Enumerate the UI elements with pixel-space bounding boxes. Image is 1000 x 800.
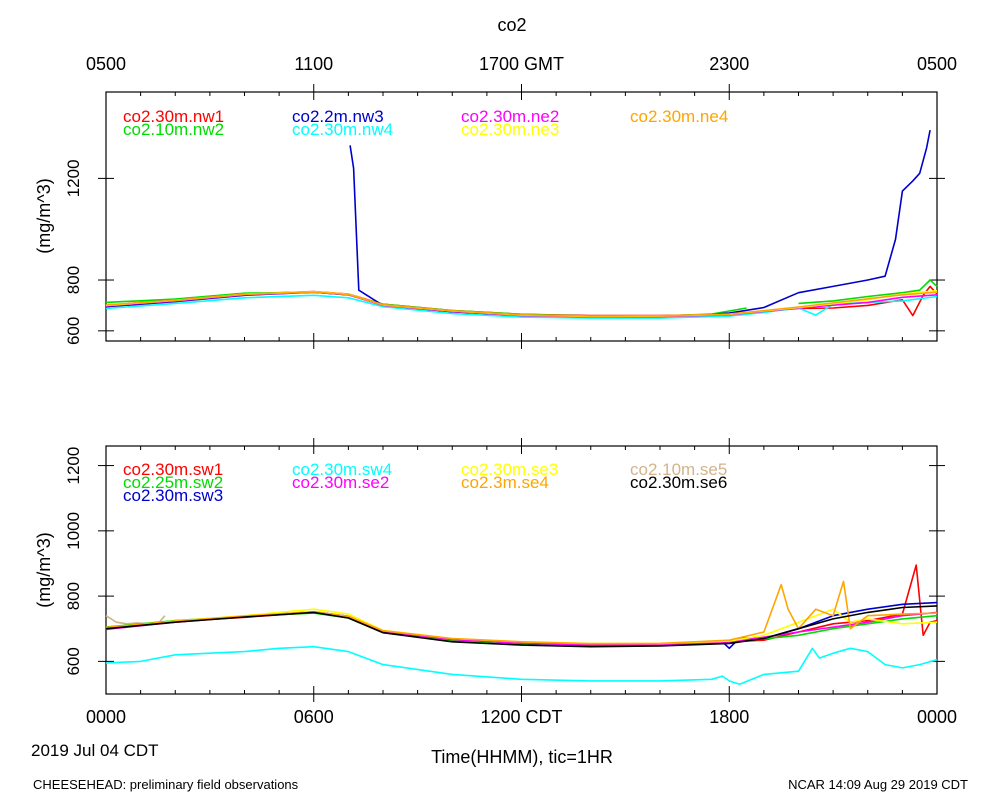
legend-entry-co2-30m-sw1: co2.30m.sw1	[123, 460, 223, 479]
top-y-tick-label: 600	[64, 317, 83, 345]
legend-entry-co2-30m-se2: co2.30m.se2	[292, 473, 389, 492]
legend-entry-co2-2m-nw3: co2.2m.nw3	[292, 107, 384, 126]
series-line-co2-30m-se6	[105, 605, 938, 648]
series-line-co2-10m-nw2	[105, 279, 938, 317]
bottom-panel-ticks: 600 800 1000 1200 0000 0600 1200 CDT 1800 0000	[64, 438, 957, 727]
legend-entry-co2-25m-sw2: co2.25m.sw2	[123, 473, 223, 492]
date-label: 2019 Jul 04 CDT	[31, 741, 159, 760]
top-panel-ticks: 600 800 1200 0500 1100 1700 GMT 2300 0500	[64, 54, 957, 349]
bottom-y-tick-label: 1000	[64, 512, 83, 550]
footer-left: CHEESEHEAD: preliminary field observatio…	[33, 777, 299, 792]
top-x-tick-label: 0500	[86, 54, 126, 74]
series-line-co2-30m-sw4	[105, 645, 938, 685]
top-x-tick-label: 1700 GMT	[479, 54, 564, 74]
bottom-x-tick-label: 0000	[86, 707, 126, 727]
legend-entry-co2-30m-ne3: co2.30m.ne3	[461, 120, 559, 139]
bottom-x-tick-label: 0000	[917, 707, 957, 727]
bottom-y-tick-label: 1200	[64, 447, 83, 485]
legend-entry-co2-30m-ne2: co2.30m.ne2	[461, 107, 559, 126]
legend-entry-co2-30m-se6: co2.30m.se6	[630, 473, 727, 492]
legend-entry-co2-10m-nw2: co2.10m.nw2	[123, 120, 224, 139]
top-x-tick-label: 1100	[294, 54, 333, 74]
legend-entry-co2-30m-nw1: co2.30m.nw1	[123, 107, 224, 126]
chart-title: co2	[497, 15, 526, 35]
top-y-tick-label: 800	[64, 266, 83, 294]
legend-entry-co2-30m-sw3: co2.30m.sw3	[123, 486, 223, 505]
legend-entry-co2-30m-nw4: co2.30m.nw4	[292, 120, 393, 139]
series-line-co2-30m-ne4	[105, 291, 938, 317]
series-line-co2-3m-se4	[105, 580, 938, 645]
legend-entry-co2-30m-ne4: co2.30m.ne4	[630, 107, 728, 126]
x-axis-label: Time(HHMM), tic=1HR	[431, 747, 613, 767]
bottom-panel: 600 800 1000 1200 0000 0600 1200 CDT 1800 0000 c…	[31, 438, 957, 767]
legend-entry-co2-3m-se4: co2.3m.se4	[461, 473, 549, 492]
footer-right: NCAR 14:09 Aug 29 2019 CDT	[788, 777, 968, 792]
top-panel: 600 800 1200 0500 1100 1700 GMT 2300 0500 co2.3…	[34, 54, 957, 349]
series-line-co2-2m-nw3	[105, 129, 931, 318]
legend-entry-co2-10m-se5: co2.10m.se5	[630, 460, 727, 479]
bottom-y-tick-label: 600	[64, 647, 83, 675]
bottom-x-tick-label: 1800	[709, 707, 749, 727]
legend-entry-co2-30m-sw4: co2.30m.sw4	[292, 460, 392, 479]
top-y-tick-label: 1200	[64, 159, 83, 197]
bottom-panel-series	[105, 564, 938, 685]
legend-entry-co2-30m-se3: co2.30m.se3	[461, 460, 558, 479]
bottom-panel-ylabel: (mg/m^3)	[34, 532, 54, 607]
series-line-co2-30m-se3	[105, 608, 938, 645]
series-line-co2-30m-nw4	[105, 294, 938, 319]
bottom-x-tick-label: 1200 CDT	[480, 707, 562, 727]
top-panel-ylabel: (mg/m^3)	[34, 178, 54, 253]
top-x-tick-label: 2300	[709, 54, 749, 74]
top-panel-series	[105, 129, 938, 319]
bottom-x-tick-label: 0600	[294, 707, 334, 727]
bottom-y-tick-label: 800	[64, 582, 83, 610]
top-panel-legend: co2.30m.nw1co2.10m.nw2co2.2m.nw3co2.30m.…	[123, 107, 728, 139]
top-x-tick-label: 0500	[917, 54, 957, 74]
